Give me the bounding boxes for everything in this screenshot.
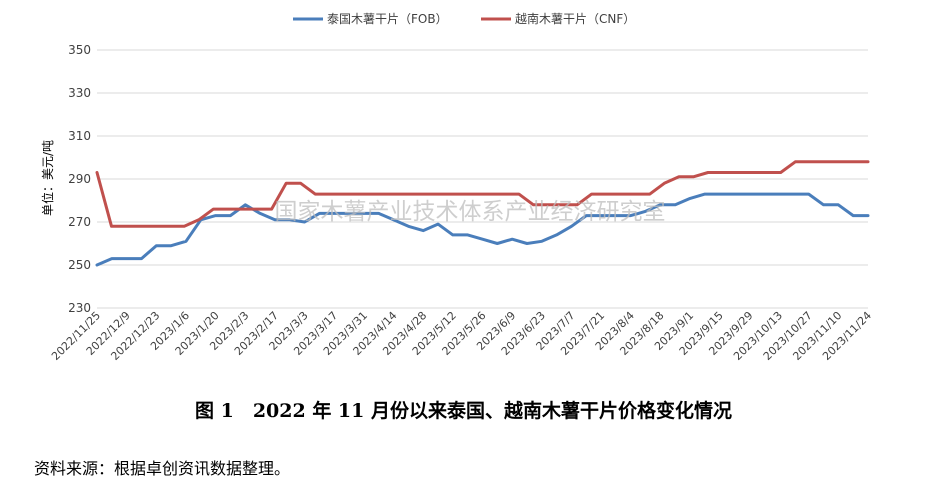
y-axis-label: 单位：美元/吨 — [40, 140, 55, 216]
y-tick-label: 250 — [68, 258, 91, 272]
y-axis-ticks: 230 250 270 290 310 330 350 — [68, 43, 91, 315]
y-tick-label: 310 — [68, 129, 91, 143]
y-tick-label: 330 — [68, 86, 91, 100]
watermark: 国家木薯产业技术体系产业经济研究室 — [275, 199, 666, 225]
series-line — [95, 192, 870, 267]
series-line — [95, 160, 870, 228]
legend-label: 泰国木薯干片（FOB） — [327, 12, 448, 26]
legend: 泰国木薯干片（FOB） 越南木薯干片（CNF） — [293, 11, 635, 26]
legend-label: 越南木薯干片（CNF） — [515, 11, 635, 26]
figure-caption: 图 1 2022 年 11 月份以来泰国、越南木薯干片价格变化情况 — [194, 400, 732, 422]
y-tick-label: 350 — [68, 43, 91, 57]
y-tick-label: 290 — [68, 172, 91, 186]
y-tick-label: 270 — [68, 215, 91, 229]
series-lines — [95, 160, 870, 267]
x-axis-ticks: 2022/11/252022/12/92022/12/232023/1/6202… — [49, 309, 874, 363]
price-line-chart: 230 250 270 290 310 330 350 单位：美元/吨 国家木薯产业技术体系… — [40, 11, 874, 363]
data-source-note: 资料来源：根据卓创资讯数据整理。 — [34, 459, 291, 478]
gridlines — [97, 49, 868, 309]
y-tick-label: 230 — [68, 301, 91, 315]
